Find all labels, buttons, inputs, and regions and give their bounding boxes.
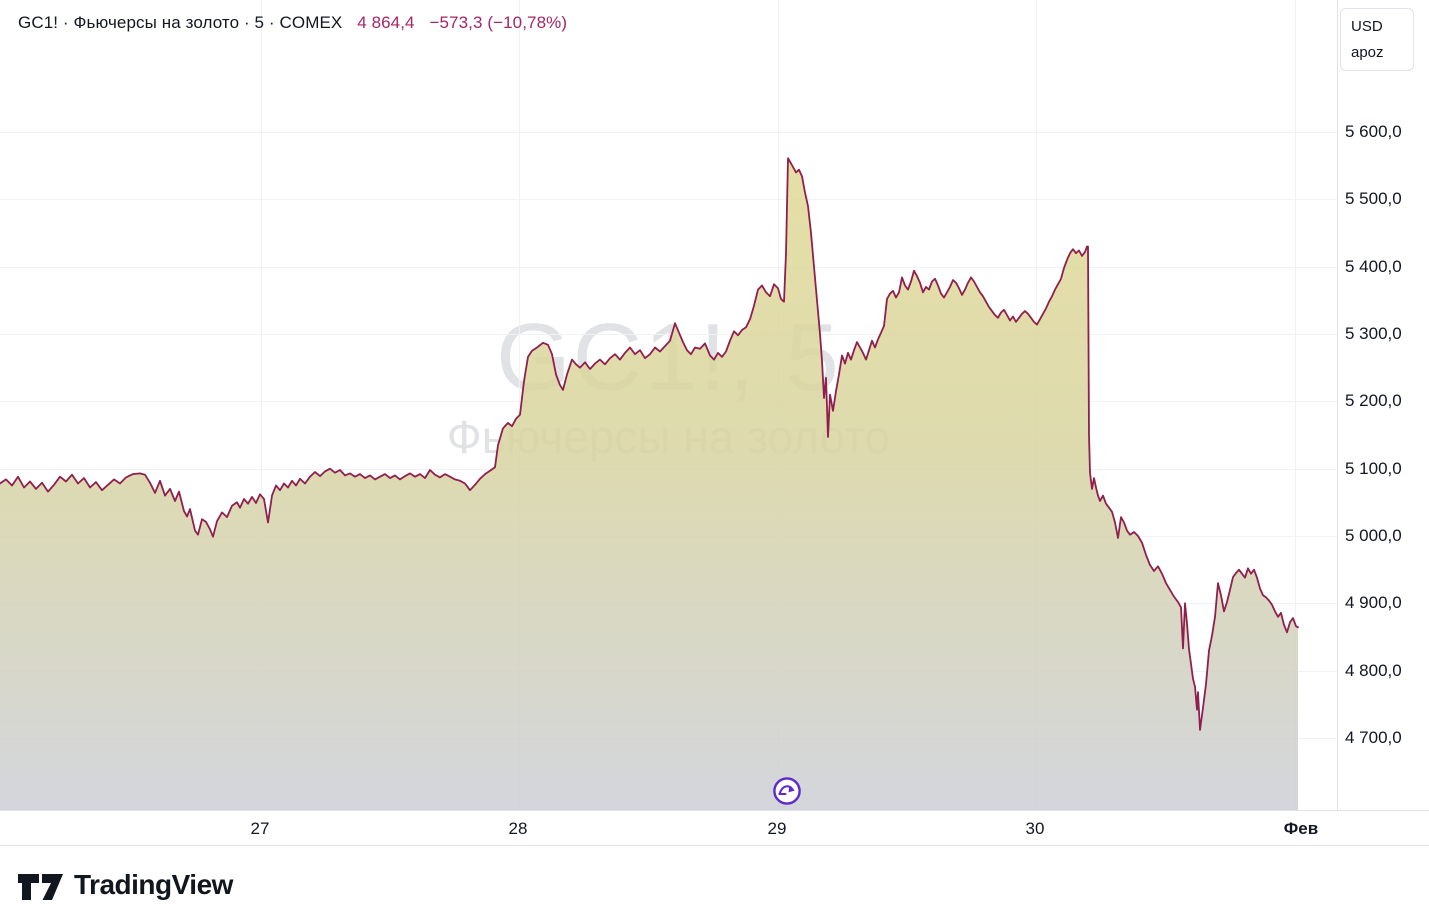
price-label-5200: 5 200,0 (1345, 391, 1402, 411)
price-label-5000: 5 000,0 (1345, 526, 1402, 545)
price-label-4900: 4 900,0 (1345, 593, 1402, 613)
footer: TradingView (0, 847, 1429, 922)
chart-pane[interactable]: GC1!, 5 Фьючерсы на золото (0, 0, 1337, 810)
price-label-5400: 5 400,0 (1345, 256, 1402, 276)
tradingview-brand-text: TradingView (74, 869, 233, 900)
legend[interactable]: GC1! · Фьючерсы на золото · 5 · COMEX 4 … (18, 13, 567, 33)
price-label-4800: 4 800,0 (1345, 660, 1402, 680)
tradingview-logo-icon (18, 874, 63, 900)
price-label-4700: 4 700,0 (1345, 728, 1402, 747)
price-area-chart[interactable] (0, 0, 1337, 810)
currency-label[interactable]: USD (1351, 18, 1383, 35)
unit-label[interactable]: apoz (1351, 44, 1384, 61)
price-axis-separator (1337, 0, 1338, 846)
price-line (0, 157, 1299, 731)
price-label-5100: 5 100,0 (1345, 458, 1402, 478)
price-label-5300: 5 300,0 (1345, 324, 1402, 343)
currency-unit-box[interactable]: USD apoz (1340, 8, 1414, 71)
time-label-28: 28 (508, 819, 528, 838)
last-price: 4 864,4 (357, 13, 415, 32)
time-label-30: 30 (1025, 819, 1045, 838)
time-label-Фев: Фев (1283, 819, 1319, 838)
tradingview-logo[interactable]: TradingView (18, 867, 233, 903)
time-label-29: 29 (767, 819, 787, 838)
time-label-27: 27 (250, 819, 270, 838)
price-scale[interactable]: USD apoz 5 600,0 5 500,0 5 400,0 5 300,0 5 2… (1338, 0, 1429, 810)
price-change: −573,3 (−10,78%) (429, 13, 568, 32)
price-label-5600: 5 600,0 (1345, 122, 1402, 141)
area-fill (0, 158, 1298, 810)
session-transition-arrow-icon (773, 777, 801, 805)
time-scale[interactable]: 27 28 29 30 Фев (0, 810, 1429, 846)
price-label-5500: 5 500,0 (1345, 189, 1402, 209)
symbol-title[interactable]: GC1! · Фьючерсы на золото · 5 · COMEX (18, 13, 343, 32)
session-transition-icon[interactable] (772, 776, 802, 806)
